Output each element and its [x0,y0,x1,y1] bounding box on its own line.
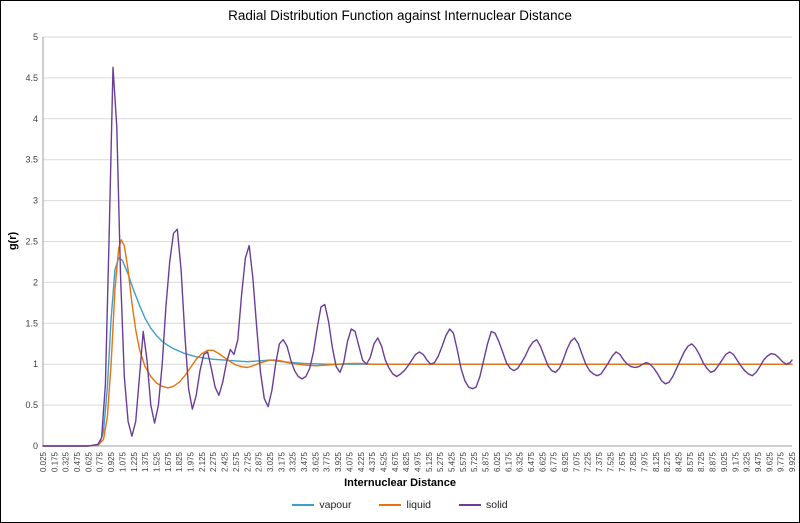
x-tick-label: 4.225 [357,451,366,472]
x-tick-label: 0.775 [96,451,105,472]
x-tick-label: 8.125 [652,451,661,472]
legend: vapour liquid solid [1,499,799,511]
x-tick-label: 4.075 [345,451,354,472]
x-tick-label: 9.925 [788,451,797,472]
x-tick-label: 7.825 [629,451,638,472]
x-tick-label: 4.675 [391,451,400,472]
x-tick-label: 9.325 [743,451,752,472]
x-tick-label: 1.675 [164,451,173,472]
y-tick-label: 0.5 [25,400,38,410]
x-tick-label: 4.375 [368,451,377,472]
series-line-liquid [42,239,793,447]
x-tick-label: 4.975 [414,451,423,472]
legend-label-liquid: liquid [406,499,432,511]
x-tick-label: 2.275 [209,451,218,472]
x-tick-label: 1.525 [152,451,161,472]
x-tick-label: 6.625 [538,451,547,472]
x-tick-label: 2.125 [198,451,207,472]
x-tick-label: 8.275 [663,451,672,472]
legend-label-solid: solid [486,499,508,511]
x-tick-label: 7.075 [572,451,581,472]
legend-item-liquid: liquid [379,499,431,511]
x-tick-label: 4.825 [402,451,411,472]
x-tick-label: 4.525 [379,451,388,472]
y-tick-label: 1 [33,359,38,369]
y-tick-label: 3.5 [25,155,38,165]
x-tick-label: 7.375 [595,451,604,472]
x-tick-label: 0.025 [39,451,48,472]
y-tick-label: 2.5 [25,237,38,247]
x-tick-label: 1.975 [187,451,196,472]
x-tick-label: 3.475 [300,451,309,472]
x-tick-label: 3.025 [266,451,275,472]
series-line-solid [42,66,793,447]
y-tick-label: 0 [33,441,38,451]
y-tick-label: 3 [33,196,38,206]
x-tick-label: 2.875 [255,451,264,472]
y-tick-label: 4.5 [25,73,38,83]
x-tick-label: 1.225 [130,451,139,472]
x-tick-label: 7.525 [606,451,615,472]
legend-swatch-solid [459,504,482,506]
x-tick-label: 5.575 [459,451,468,472]
y-tick-label: 4 [33,114,38,124]
x-tick-label: 9.625 [765,451,774,472]
x-tick-label: 9.175 [731,451,740,472]
x-tick-label: 8.425 [675,451,684,472]
legend-swatch-liquid [379,504,402,506]
x-tick-label: 3.775 [323,451,332,472]
x-axis-title: Internuclear Distance [344,477,456,489]
legend-item-solid: solid [459,499,508,511]
x-tick-label: 6.475 [527,451,536,472]
y-tick-label: 2 [33,277,38,287]
legend-swatch-vapour [292,504,315,506]
legend-label-vapour: vapour [319,499,352,511]
x-tick-label: 6.325 [516,451,525,472]
x-tick-label: 6.025 [493,451,502,472]
x-tick-label: 7.975 [640,451,649,472]
x-tick-label: 1.375 [141,451,150,472]
x-tick-label: 1.825 [175,451,184,472]
x-tick-label: 5.275 [436,451,445,472]
legend-item-vapour: vapour [292,499,351,511]
chart-title: Radial Distribution Function against Int… [228,8,572,23]
x-tick-label: 3.175 [277,451,286,472]
x-tick-label: 2.725 [243,451,252,472]
x-tick-label: 6.925 [561,451,570,472]
x-tick-label: 3.325 [289,451,298,472]
x-tick-label: 0.625 [84,451,93,472]
x-tick-label: 8.725 [697,451,706,472]
x-tick-label: 3.625 [311,451,320,472]
x-tick-label: 7.675 [618,451,627,472]
x-tick-label: 0.175 [50,451,59,472]
y-tick-label: 1.5 [25,318,38,328]
x-tick-label: 0.475 [73,451,82,472]
x-tick-label: 2.425 [221,451,230,472]
x-tick-label: 8.875 [709,451,718,472]
x-tick-label: 8.575 [686,451,695,472]
x-tick-label: 1.075 [118,451,127,472]
x-tick-label: 6.175 [504,451,513,472]
y-tick-label: 5 [33,32,38,42]
y-axis-title: g(r) [7,231,19,251]
x-tick-label: 0.325 [62,451,71,472]
x-tick-label: 9.475 [754,451,763,472]
x-tick-label: 2.575 [232,451,241,472]
x-tick-label: 9.775 [777,451,786,472]
x-tick-label: 5.125 [425,451,434,472]
x-tick-label: 5.875 [482,451,491,472]
x-tick-label: 5.425 [448,451,457,472]
x-tick-label: 9.025 [720,451,729,472]
x-tick-label: 3.925 [334,451,343,472]
x-tick-label: 5.725 [470,451,479,472]
x-tick-label: 7.225 [584,451,593,472]
x-tick-label: 0.925 [107,451,116,472]
x-tick-label: 6.775 [550,451,559,472]
